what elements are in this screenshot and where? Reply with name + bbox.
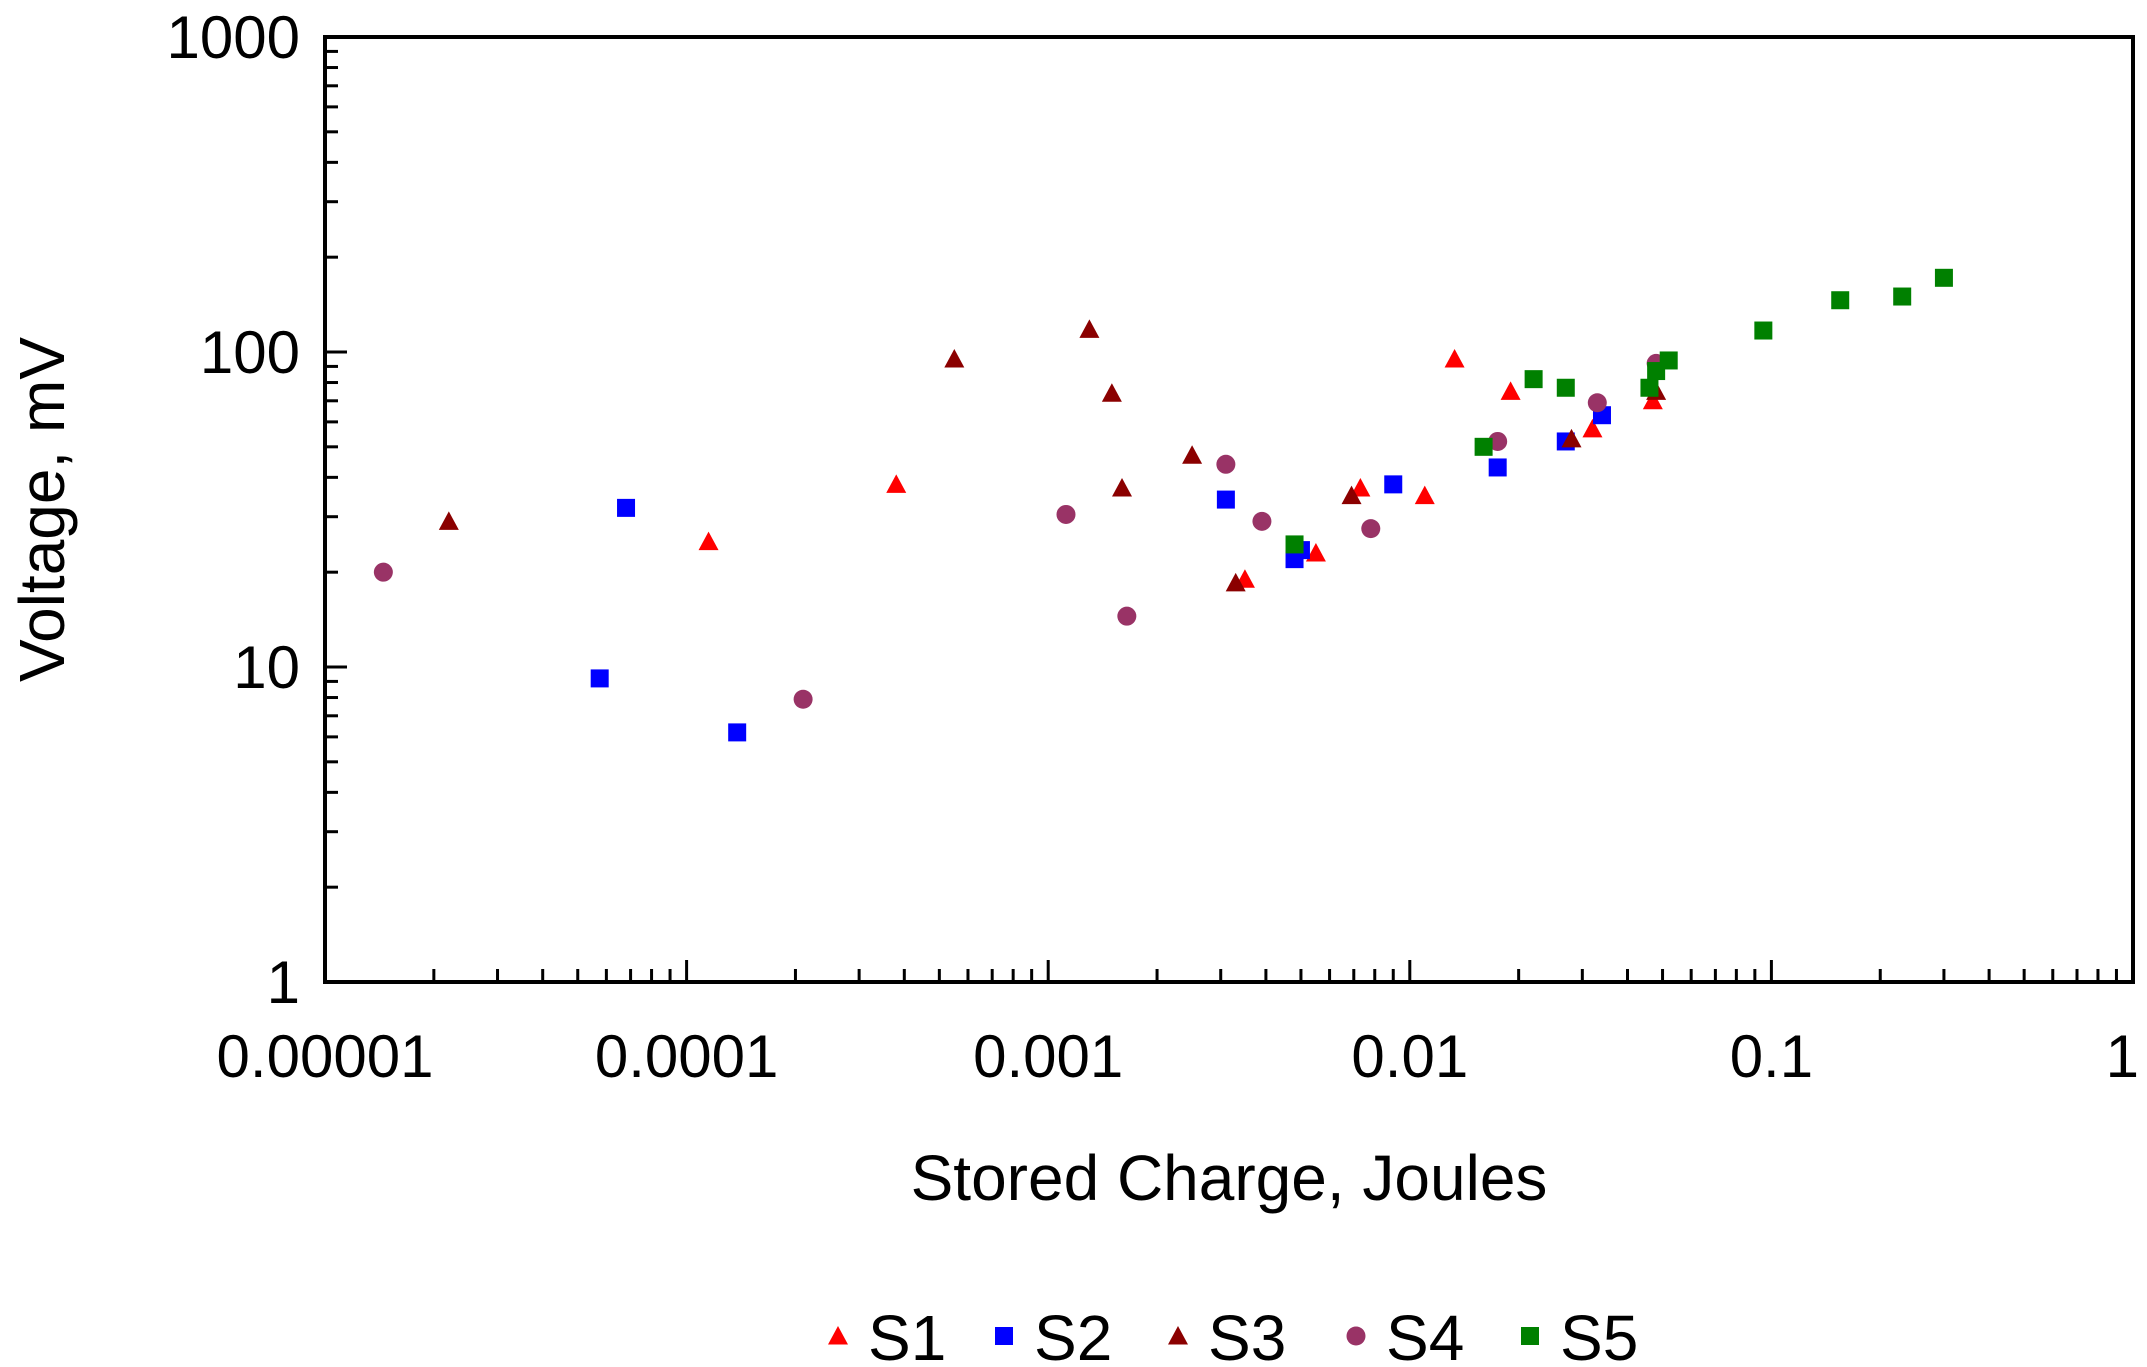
data-point-s4 — [1488, 431, 1508, 451]
legend-label-s5: S5 — [1560, 1302, 1638, 1367]
data-point-s4 — [1056, 504, 1076, 524]
data-point-s4 — [1216, 454, 1236, 474]
x-tick-label: 1 — [2106, 1023, 2139, 1090]
x-axis-tick-labels: 0.00001 0.0001 0.001 0.01 0.1 1 — [217, 1023, 2139, 1090]
x-tick-label: 0.1 — [1730, 1023, 1813, 1090]
data-point-s5 — [1640, 378, 1659, 397]
data-point-s2 — [1488, 458, 1507, 477]
data-point-s5 — [1285, 535, 1304, 554]
data-point-s2 — [1384, 475, 1403, 494]
x-axis-title: Stored Charge, Joules — [911, 1142, 1548, 1214]
series-s5 — [1285, 268, 1953, 554]
data-point-s3 — [1225, 572, 1246, 592]
legend-label-s4: S4 — [1386, 1302, 1464, 1367]
legend-item-s3: S3 — [1168, 1302, 1286, 1367]
data-point-s3 — [944, 349, 965, 368]
data-point-s4 — [1252, 511, 1272, 531]
x-tick-label: 0.001 — [973, 1023, 1123, 1090]
data-point-s3 — [1182, 445, 1203, 464]
data-point-s2 — [728, 723, 747, 742]
legend-marker-s3 — [1168, 1326, 1188, 1345]
x-tick-label: 0.00001 — [217, 1023, 434, 1090]
legend: S1 S2 S3 S4 S5 — [828, 1302, 1638, 1367]
data-point-s3 — [1079, 319, 1100, 338]
data-point-s5 — [1556, 378, 1575, 397]
data-point-s4 — [1587, 393, 1607, 413]
x-tick-label: 0.01 — [1351, 1023, 1468, 1090]
data-point-s2 — [590, 669, 609, 688]
y-axis-tick-labels: 1 10 100 1000 — [167, 4, 300, 1016]
data-point-s4 — [793, 689, 813, 709]
data-point-s1 — [1305, 543, 1326, 562]
legend-marker-s4 — [1346, 1326, 1366, 1346]
data-point-s5 — [1754, 321, 1773, 340]
data-point-s5 — [1524, 370, 1543, 389]
data-point-s5 — [1831, 291, 1850, 310]
data-point-s5 — [1893, 287, 1912, 306]
legend-label-s2: S2 — [1034, 1302, 1112, 1367]
x-tick-label: 0.0001 — [595, 1023, 779, 1090]
data-point-s4 — [373, 562, 393, 582]
plot-points — [373, 268, 1953, 742]
legend-marker-s1 — [828, 1326, 848, 1345]
legend-item-s5: S5 — [1521, 1302, 1638, 1367]
data-point-s4 — [1361, 519, 1381, 539]
legend-marker-s2 — [995, 1327, 1013, 1345]
data-point-s3 — [1341, 485, 1362, 505]
data-point-s3 — [1112, 478, 1133, 497]
legend-item-s4: S4 — [1346, 1302, 1464, 1367]
plot-area-frame — [323, 35, 2135, 984]
legend-marker-s5 — [1521, 1327, 1539, 1345]
data-point-s1 — [1350, 478, 1371, 497]
y-tick-label: 1 — [267, 949, 300, 1016]
data-point-s5 — [1659, 351, 1678, 370]
data-point-s5 — [1934, 268, 1953, 287]
data-point-s1 — [1444, 349, 1465, 368]
data-point-s3 — [1101, 383, 1122, 402]
data-point-s1 — [698, 531, 719, 551]
data-point-s1 — [1642, 390, 1663, 410]
data-point-s1 — [1500, 381, 1521, 400]
y-axis-ticks — [325, 35, 347, 984]
legend-item-s2: S2 — [995, 1302, 1112, 1367]
data-point-s1 — [1414, 485, 1435, 505]
data-point-s3 — [438, 511, 459, 530]
x-axis-ticks — [323, 960, 2135, 982]
data-point-s1 — [1582, 418, 1603, 438]
y-tick-label: 100 — [200, 319, 300, 386]
data-point-s3 — [1561, 428, 1582, 448]
data-point-s1 — [886, 474, 907, 493]
legend-label-s1: S1 — [868, 1302, 946, 1367]
legend-label-s3: S3 — [1208, 1302, 1286, 1367]
data-point-s2 — [617, 498, 636, 517]
y-tick-label: 1000 — [167, 4, 300, 71]
data-point-s2 — [1216, 490, 1235, 509]
y-axis-title: Voltage, mV — [6, 337, 78, 682]
data-point-s5 — [1474, 437, 1493, 456]
y-tick-label: 10 — [233, 634, 300, 701]
data-point-s4 — [1117, 606, 1137, 626]
legend-item-s1: S1 — [828, 1302, 946, 1367]
